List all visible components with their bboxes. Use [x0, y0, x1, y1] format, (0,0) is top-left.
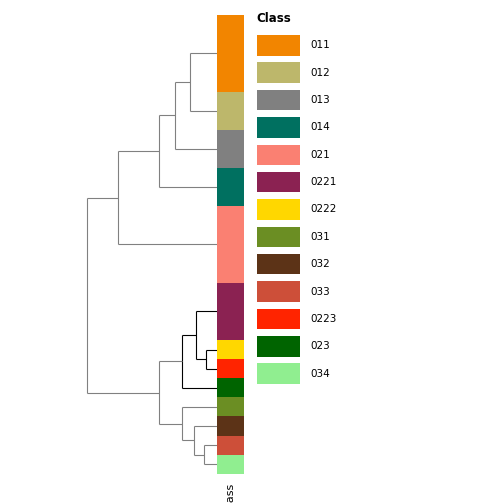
Bar: [217, 435, 244, 455]
Text: Class: Class: [226, 483, 235, 504]
Bar: [217, 416, 244, 435]
Bar: [217, 206, 244, 283]
Bar: [257, 172, 300, 193]
Text: 034: 034: [310, 368, 330, 379]
Bar: [257, 62, 300, 83]
Bar: [217, 92, 244, 130]
Text: 033: 033: [310, 287, 330, 296]
Bar: [257, 199, 300, 220]
Bar: [257, 363, 300, 384]
Bar: [257, 145, 300, 165]
Text: 0222: 0222: [310, 205, 337, 215]
Bar: [217, 397, 244, 416]
Bar: [257, 308, 300, 329]
Bar: [217, 378, 244, 397]
Bar: [217, 283, 244, 340]
Bar: [257, 227, 300, 247]
Bar: [217, 340, 244, 359]
Bar: [217, 15, 244, 92]
Bar: [257, 117, 300, 138]
Bar: [257, 90, 300, 110]
Bar: [257, 35, 300, 55]
Bar: [217, 359, 244, 378]
Text: 012: 012: [310, 68, 330, 78]
Text: 031: 031: [310, 232, 330, 242]
Bar: [217, 130, 244, 168]
Text: 032: 032: [310, 259, 330, 269]
Text: 0223: 0223: [310, 314, 337, 324]
Bar: [257, 336, 300, 356]
Text: 014: 014: [310, 122, 330, 133]
Text: 011: 011: [310, 40, 330, 50]
Bar: [257, 254, 300, 275]
Text: Class: Class: [257, 13, 292, 26]
Bar: [217, 168, 244, 206]
Text: 021: 021: [310, 150, 330, 160]
Text: 0221: 0221: [310, 177, 337, 187]
Bar: [257, 281, 300, 302]
Text: 023: 023: [310, 341, 330, 351]
Bar: [217, 455, 244, 474]
Text: 013: 013: [310, 95, 330, 105]
